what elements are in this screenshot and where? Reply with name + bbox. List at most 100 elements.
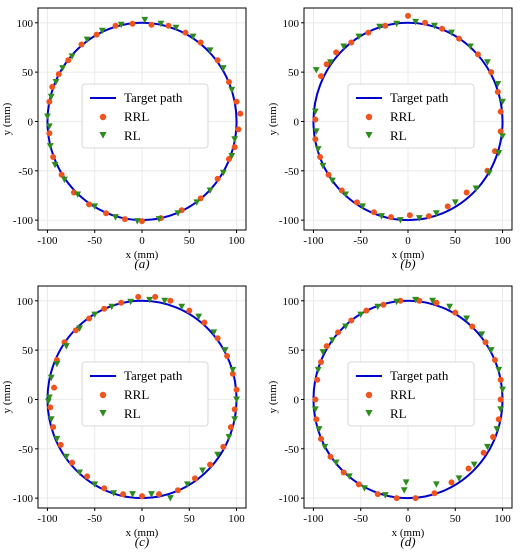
rl-point — [355, 33, 363, 41]
rl-point — [484, 59, 491, 66]
rrl-point — [382, 22, 389, 29]
rl-point — [193, 199, 201, 206]
rrl-point — [65, 57, 72, 64]
rl-point — [499, 98, 506, 106]
rl-point — [499, 133, 506, 140]
rl-point — [321, 443, 329, 451]
y-axis-label: y (mm) — [267, 380, 279, 413]
rl-point — [61, 176, 68, 184]
rl-point — [178, 303, 186, 311]
rl-point — [44, 113, 51, 120]
rrl-point — [227, 424, 234, 431]
panel-caption: (b) — [400, 256, 415, 271]
x-tick-label: -50 — [353, 235, 368, 247]
rrl-point — [325, 171, 332, 178]
rrl-point — [474, 51, 481, 58]
rrl-point — [374, 491, 381, 498]
rl-point — [141, 16, 149, 24]
rrl-point — [214, 57, 221, 64]
rrl-point — [323, 61, 330, 68]
legend-box — [347, 83, 475, 149]
x-tick-label: -100 — [37, 513, 58, 525]
rl-point — [76, 469, 83, 476]
x-tick-label: 0 — [139, 513, 145, 525]
rrl-point — [333, 49, 340, 56]
rl-point — [359, 203, 367, 210]
rrl-point — [93, 31, 100, 38]
y-axis-label: y (mm) — [267, 102, 279, 135]
rrl-point — [214, 335, 221, 342]
x-tick-label: 100 — [494, 513, 511, 525]
rl-point — [314, 366, 322, 374]
rl-point — [499, 386, 506, 393]
rrl-point — [72, 327, 79, 334]
rrl-point — [318, 435, 325, 442]
rrl-point — [387, 214, 394, 221]
rrl-point — [469, 323, 476, 330]
y-tick-label: -100 — [279, 215, 300, 227]
rrl-point — [313, 416, 320, 423]
rl-point — [342, 191, 349, 198]
rl-point — [415, 215, 423, 222]
y-tick-label: 100 — [283, 18, 300, 30]
rl-point — [47, 93, 55, 101]
x-tick-label: -100 — [37, 235, 58, 247]
rrl-point — [156, 491, 163, 498]
rl-point — [472, 185, 480, 192]
legend-label-target: Target path — [390, 368, 449, 383]
rl-point — [484, 443, 491, 451]
rrl-point — [69, 459, 76, 466]
rrl-point — [405, 12, 411, 19]
chart-panel-a: -100 -50 0 50 100 -100 -50 0 50 100 x (mm) y (mm) Ta… — [1, 7, 247, 271]
x-tick-label: 0 — [405, 513, 411, 525]
rrl-point — [353, 199, 360, 206]
rrl-point — [47, 404, 54, 411]
legend-box — [81, 83, 209, 149]
rl-point — [412, 18, 419, 26]
legend-rrl-swatch — [365, 391, 373, 399]
rl-point — [91, 311, 99, 319]
rrl-point — [488, 69, 495, 76]
rrl-point — [497, 376, 504, 383]
rl-point — [228, 153, 236, 160]
rl-point — [446, 303, 453, 311]
legend-label-rl: RL — [390, 406, 407, 421]
legend-label-rl: RL — [124, 406, 141, 421]
rrl-point — [444, 203, 451, 210]
x-axis-label: x (mm) — [126, 249, 159, 261]
rrl-point — [152, 293, 159, 300]
legend-label-rrl: RRL — [390, 387, 415, 402]
rrl-point — [101, 485, 108, 492]
y-tick-label: 0 — [28, 394, 34, 406]
rrl-point — [225, 79, 232, 85]
rrl-point — [174, 487, 181, 494]
y-tick-label: 100 — [17, 296, 34, 308]
rrl-point — [233, 98, 240, 105]
rl-point — [229, 366, 237, 374]
rl-point — [62, 453, 70, 461]
rrl-point — [314, 376, 321, 383]
rl-point — [157, 20, 165, 28]
rl-point — [393, 298, 401, 306]
rrl-point — [70, 189, 77, 196]
rrl-point — [229, 370, 236, 377]
x-tick-label: -50 — [87, 513, 102, 525]
y-tick-label: 50 — [22, 345, 34, 357]
rrl-point — [452, 309, 459, 316]
rrl-point — [103, 210, 110, 217]
rl-point — [225, 433, 233, 441]
legend-rrl-swatch — [99, 391, 107, 399]
rl-point — [402, 479, 410, 486]
rrl-point — [317, 153, 324, 160]
rrl-point — [101, 305, 108, 312]
rl-point — [495, 150, 503, 157]
rl-point — [47, 374, 55, 382]
rrl-point — [495, 416, 502, 423]
rrl-point — [231, 406, 238, 413]
rl-point — [451, 199, 459, 206]
x-axis-label: x (mm) — [392, 527, 425, 539]
rl-point — [376, 23, 384, 31]
rl-point — [432, 210, 440, 217]
rrl-point — [312, 136, 319, 143]
